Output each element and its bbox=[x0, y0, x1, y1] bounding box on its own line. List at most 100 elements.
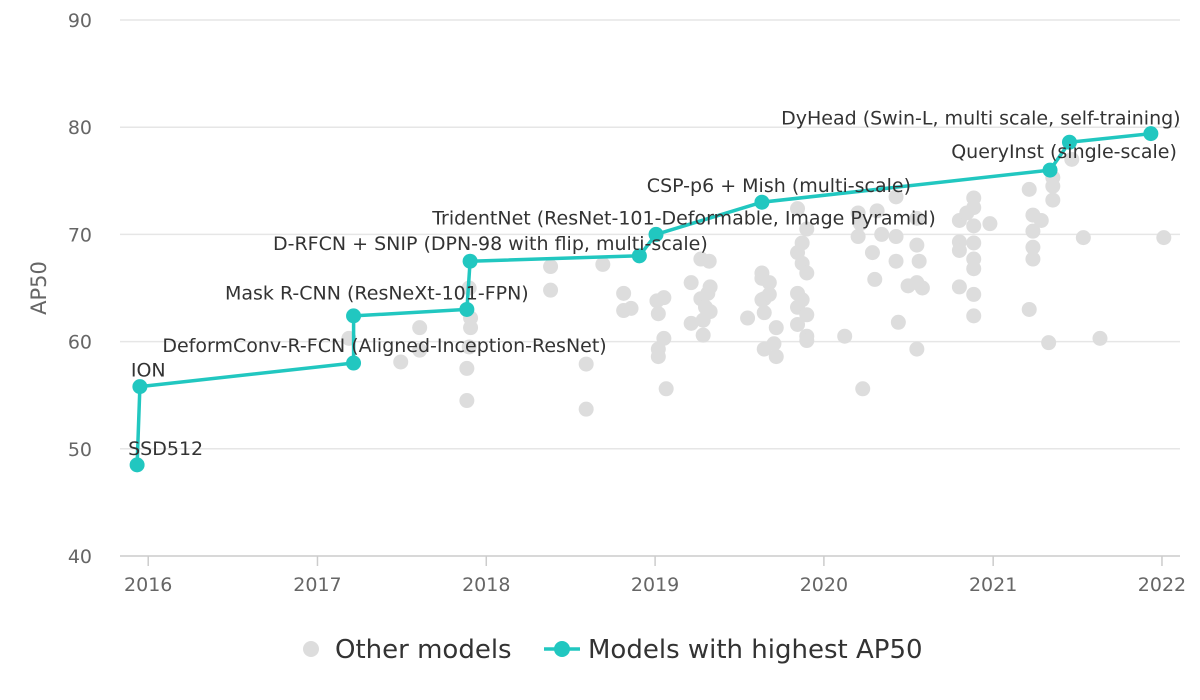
other-model-point bbox=[837, 328, 853, 344]
other-model-point bbox=[1021, 301, 1037, 317]
annotation-label: ION bbox=[131, 360, 166, 382]
other-model-point bbox=[461, 339, 477, 355]
y-tick-label: 40 bbox=[68, 546, 92, 568]
legend-best-marker bbox=[554, 641, 570, 657]
other-model-point bbox=[794, 235, 810, 251]
legend-other-marker bbox=[303, 641, 319, 657]
annotations: SSD512 ION DeformConv-R-FCN (Aligned-Incep… bbox=[128, 108, 1180, 460]
other-model-point bbox=[412, 342, 428, 358]
other-model-point bbox=[695, 327, 711, 343]
other-model-point bbox=[869, 203, 885, 219]
other-model-point bbox=[1025, 223, 1041, 239]
other-model-point bbox=[888, 229, 904, 245]
best-model-point bbox=[754, 194, 770, 210]
other-model-point bbox=[867, 271, 883, 287]
other-model-point bbox=[623, 300, 639, 316]
other-model-point bbox=[761, 275, 777, 291]
other-model-point bbox=[578, 356, 594, 372]
y-axis: 40 50 60 70 80 90 bbox=[68, 10, 92, 568]
best-model-point bbox=[1061, 134, 1077, 150]
other-model-point bbox=[852, 216, 868, 232]
other-model-point bbox=[966, 261, 982, 277]
other-model-point bbox=[412, 320, 428, 336]
best-model-point bbox=[132, 379, 148, 395]
other-model-point bbox=[1033, 212, 1049, 228]
other-model-point bbox=[1025, 239, 1041, 255]
other-model-point bbox=[799, 307, 815, 323]
other-model-point bbox=[966, 308, 982, 324]
other-model-point bbox=[966, 200, 982, 216]
annotation-label: QueryInst (single-scale) bbox=[951, 141, 1177, 163]
best-model-point bbox=[1042, 162, 1058, 178]
best-model-point bbox=[459, 301, 475, 317]
best-model-point bbox=[631, 248, 647, 264]
x-tick-label: 2021 bbox=[969, 574, 1017, 596]
other-model-point bbox=[658, 381, 674, 397]
x-tick-label: 2022 bbox=[1138, 574, 1186, 596]
annotation-label: D-RFCN + SNIP (DPN-98 with flip, multi-s… bbox=[273, 233, 708, 255]
other-model-point bbox=[909, 237, 925, 253]
other-model-point bbox=[1156, 230, 1172, 246]
other-model-point bbox=[888, 189, 904, 205]
other-model-point bbox=[1025, 251, 1041, 267]
best-model-point bbox=[346, 308, 362, 324]
y-tick-label: 50 bbox=[68, 439, 92, 461]
legend-best-label: Models with highest AP50 bbox=[588, 635, 923, 665]
other-model-point bbox=[543, 282, 559, 298]
other-model-point bbox=[1041, 335, 1057, 351]
y-axis-title: AP50 bbox=[27, 261, 51, 315]
y-tick-label: 60 bbox=[68, 332, 92, 354]
annotation-label: DeformConv-R-FCN (Aligned-Inception-ResN… bbox=[162, 335, 606, 357]
other-model-point bbox=[799, 333, 815, 349]
other-model-point bbox=[701, 253, 717, 269]
other-model-point bbox=[790, 201, 806, 217]
other-model-point bbox=[966, 218, 982, 234]
best-models-series bbox=[129, 126, 1159, 473]
legend-item-best[interactable]: Models with highest AP50 bbox=[544, 635, 923, 665]
other-model-point bbox=[578, 401, 594, 417]
other-model-point bbox=[1045, 178, 1061, 194]
x-tick-label: 2018 bbox=[462, 574, 510, 596]
other-model-point bbox=[794, 292, 810, 308]
legend-item-other[interactable]: Other models bbox=[303, 635, 512, 665]
best-model-point bbox=[346, 355, 362, 371]
other-model-point bbox=[656, 330, 672, 346]
other-model-point bbox=[543, 259, 559, 275]
other-model-point bbox=[951, 242, 967, 258]
other-model-point bbox=[756, 305, 772, 321]
other-model-point bbox=[459, 360, 475, 376]
annotation-label: DyHead (Swin-L, multi scale, self-traini… bbox=[781, 108, 1180, 130]
other-model-point bbox=[595, 256, 611, 272]
other-model-point bbox=[966, 286, 982, 302]
x-tick-label: 2019 bbox=[631, 574, 679, 596]
other-model-point bbox=[1045, 192, 1061, 208]
x-tick-label: 2017 bbox=[293, 574, 341, 596]
other-model-point bbox=[702, 279, 718, 295]
other-model-point bbox=[683, 275, 699, 291]
other-model-point bbox=[702, 304, 718, 320]
annotation-label: CSP-p6 + Mish (multi-scale) bbox=[647, 175, 911, 197]
best-model-point bbox=[648, 226, 664, 242]
other-model-point bbox=[1075, 230, 1091, 246]
other-model-point bbox=[799, 265, 815, 281]
other-model-point bbox=[1064, 151, 1080, 167]
other-model-point bbox=[768, 349, 784, 365]
other-model-point bbox=[768, 320, 784, 336]
other-model-point bbox=[982, 216, 998, 232]
other-model-point bbox=[864, 245, 880, 261]
other-model-point bbox=[909, 341, 925, 357]
y-tick-label: 70 bbox=[68, 224, 92, 246]
best-model-point bbox=[1143, 126, 1159, 142]
annotation-label: Mask R-CNN (ResNeXt-101-FPN) bbox=[225, 282, 529, 304]
legend[interactable]: Other models Models with highest AP50 bbox=[303, 635, 923, 665]
annotation-label: SSD512 bbox=[128, 438, 203, 460]
other-model-point bbox=[740, 310, 756, 326]
other-models-series bbox=[341, 151, 1172, 417]
other-model-point bbox=[909, 210, 925, 226]
other-model-point bbox=[1021, 181, 1037, 197]
other-model-point bbox=[890, 314, 906, 330]
other-model-point bbox=[393, 354, 409, 370]
other-model-point bbox=[966, 235, 982, 251]
other-model-point bbox=[951, 279, 967, 295]
